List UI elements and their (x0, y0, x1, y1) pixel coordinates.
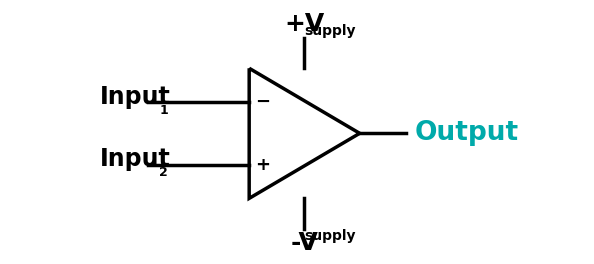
Text: supply: supply (304, 24, 355, 38)
Text: 2: 2 (159, 166, 168, 179)
Text: +V: +V (285, 12, 324, 36)
Text: -V: -V (290, 231, 318, 255)
Text: +: + (255, 155, 270, 173)
Text: Input: Input (100, 85, 170, 109)
Text: supply: supply (304, 229, 355, 243)
Text: Input: Input (100, 148, 170, 171)
Text: 1: 1 (159, 104, 168, 117)
Text: −: − (255, 93, 270, 111)
Text: Output: Output (415, 120, 519, 146)
